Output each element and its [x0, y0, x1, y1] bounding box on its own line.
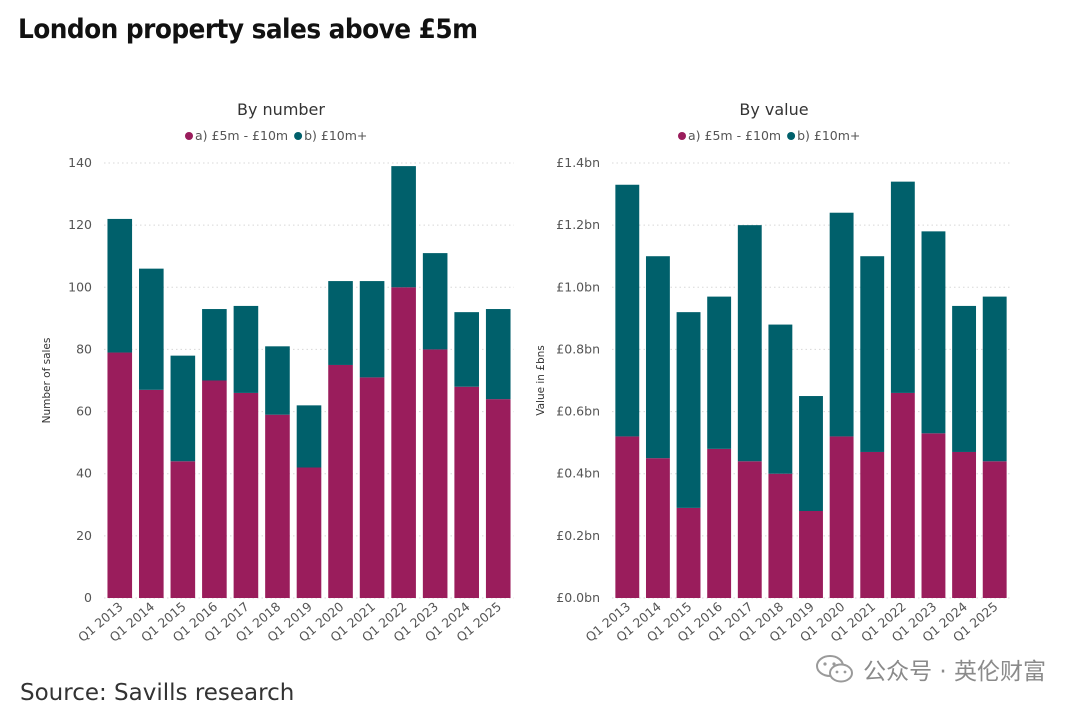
legend-entry: b) £10m+ — [797, 128, 860, 143]
bar-segment — [391, 166, 416, 288]
y-axis-label: Value in £bns — [535, 345, 547, 416]
bar-segment — [233, 305, 259, 393]
y-tick-label: £1.0bn — [556, 279, 600, 294]
bar-segment — [676, 507, 701, 598]
wechat-icon — [816, 655, 854, 683]
legend-swatch — [294, 132, 303, 140]
bar-segment — [107, 352, 133, 598]
bar-segment — [454, 312, 479, 387]
source-note: Source: Savills research — [20, 680, 295, 706]
bar-segment — [296, 467, 322, 598]
bar-segment — [799, 511, 823, 598]
y-tick-label: 140 — [68, 155, 92, 170]
bar-segment — [952, 451, 977, 598]
bar-segment — [391, 287, 416, 598]
bar-segment — [485, 399, 511, 598]
y-tick-label: £0.2bn — [556, 528, 600, 543]
bar-segment — [107, 218, 133, 353]
bar-segment — [768, 473, 793, 598]
bar-segment — [296, 405, 322, 468]
bar-segment — [799, 396, 823, 511]
legend-entry: b) £10m+ — [304, 128, 367, 143]
bar-segment — [921, 433, 946, 598]
bar-segment — [202, 309, 227, 381]
bar-segment — [829, 436, 854, 598]
bar-segment — [265, 346, 290, 415]
bar-segment — [982, 461, 1007, 598]
bar-segment — [737, 225, 762, 462]
bar-segment — [829, 212, 854, 437]
chart-by-value: By value a) £5m - £10m b) £10m+ £0.0bn £0.2b… — [535, 100, 1010, 645]
y-tick-label: 120 — [68, 217, 92, 232]
bar-segment — [768, 324, 793, 474]
bar-segment — [233, 392, 259, 598]
y-tick-label: £0.6bn — [556, 404, 600, 419]
y-tick-label: 40 — [76, 466, 92, 481]
legend-entry: a) £5m - £10m — [195, 128, 288, 143]
bar-segment — [422, 349, 448, 598]
bar-segment — [454, 386, 479, 598]
bar-segment — [170, 461, 196, 598]
bar-segment — [860, 451, 885, 598]
bar-segment — [921, 231, 946, 434]
bar-segment — [615, 184, 640, 437]
y-tick-label: £1.4bn — [556, 155, 600, 170]
chart-by-number: By number a) £5m - £10m b) £10m+ 0 20 40 60 80 1… — [41, 100, 514, 645]
y-tick-label: 60 — [76, 404, 92, 419]
watermark: 公众号 · 英伦财富 — [815, 652, 1046, 686]
bar-segment — [707, 448, 732, 598]
bar-segment — [890, 392, 915, 598]
bar-segment — [952, 305, 977, 452]
watermark-text: 公众号 · 英伦财富 — [863, 659, 1046, 685]
y-tick-label: 80 — [76, 341, 92, 356]
bar-segment — [359, 281, 385, 378]
legend-swatch — [185, 132, 193, 140]
bar-segment — [328, 281, 353, 365]
bar-segment — [890, 181, 915, 393]
y-tick-label: £0.0bn — [556, 590, 600, 605]
legend-swatch — [787, 132, 796, 140]
chart-title: By value — [739, 100, 808, 119]
legend-swatch — [678, 132, 686, 140]
bar-segment — [615, 436, 640, 598]
chart-title: By number — [237, 100, 325, 119]
y-tick-label: £0.8bn — [556, 341, 600, 356]
y-tick-label: 100 — [68, 279, 92, 294]
bar-segment — [328, 364, 353, 598]
bar-segment — [860, 256, 885, 452]
bar-segment — [645, 458, 670, 598]
bar-segment — [359, 377, 385, 598]
bar-segment — [202, 380, 227, 598]
y-tick-label: £0.4bn — [556, 466, 600, 481]
bar-segment — [982, 296, 1007, 462]
bar-segment — [645, 256, 670, 459]
bar-segment — [676, 312, 701, 508]
bar-segment — [265, 414, 290, 598]
bar-segment — [139, 389, 164, 598]
legend-entry: a) £5m - £10m — [688, 128, 781, 143]
bar-segment — [139, 268, 164, 390]
bar-segment — [485, 309, 511, 400]
y-tick-label: 20 — [76, 528, 92, 543]
page-title: London property sales above £5m — [18, 14, 478, 45]
y-tick-label: £1.2bn — [556, 217, 600, 232]
bar-segment — [707, 296, 732, 449]
bar-segment — [422, 253, 448, 350]
y-axis-label: Number of sales — [41, 338, 53, 424]
bar-segment — [737, 461, 762, 598]
y-tick-label: 0 — [84, 590, 92, 605]
bar-segment — [170, 355, 196, 462]
